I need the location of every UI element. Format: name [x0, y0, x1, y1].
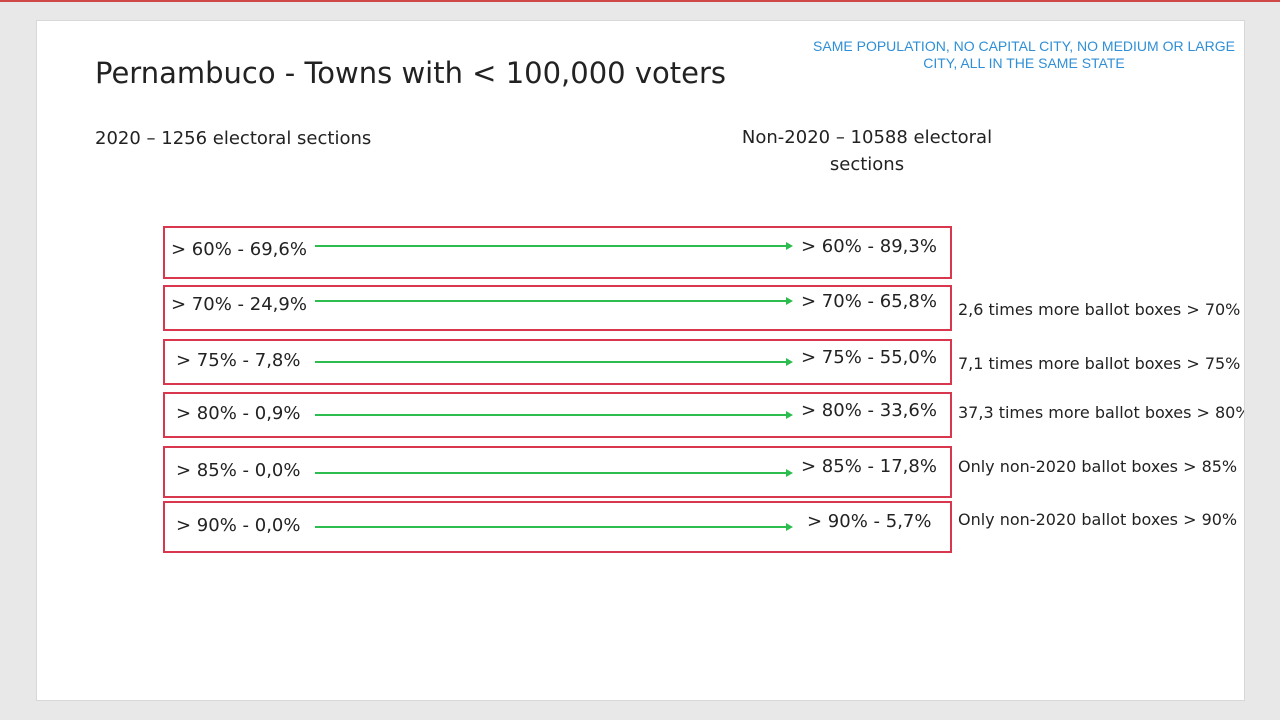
slide: Pernambuco - Towns with < 100,000 voters…	[36, 20, 1245, 701]
comparison-row: > 90% - 0,0% > 90% - 5,7%	[163, 501, 952, 553]
arrow	[315, 523, 793, 531]
arrow	[315, 469, 793, 477]
comparison-row: > 75% - 7,8% > 75% - 55,0%	[163, 339, 952, 385]
row-note: 37,3 times more ballot boxes > 80%	[958, 403, 1244, 422]
slide-note: SAME POPULATION, NO CAPITAL CITY, NO MED…	[813, 38, 1235, 71]
row-left-value: > 90% - 0,0%	[176, 515, 301, 536]
row-right-value: > 80% - 33,6%	[801, 400, 937, 421]
row-right-value: > 75% - 55,0%	[801, 347, 937, 368]
row-note: Only non-2020 ballot boxes > 85%	[958, 457, 1238, 476]
row-left-value: > 85% - 0,0%	[176, 460, 301, 481]
row-left-value: > 80% - 0,9%	[176, 403, 301, 424]
row-note: 2,6 times more ballot boxes > 70%	[958, 300, 1241, 319]
comparison-row: > 60% - 69,6% > 60% - 89,3%	[163, 226, 952, 279]
row-note: Only non-2020 ballot boxes > 90%	[958, 510, 1238, 529]
row-left-value: > 70% - 24,9%	[171, 294, 307, 315]
row-right-value: > 90% - 5,7%	[807, 511, 932, 532]
row-right-value: > 85% - 17,8%	[801, 456, 937, 477]
row-note: 7,1 times more ballot boxes > 75%	[958, 354, 1241, 373]
comparison-row: > 70% - 24,9% > 70% - 65,8%	[163, 285, 952, 331]
arrow	[315, 358, 793, 366]
comparison-row: > 80% - 0,9% > 80% - 33,6%	[163, 392, 952, 438]
row-right-value: > 70% - 65,8%	[801, 291, 937, 312]
row-right-value: > 60% - 89,3%	[801, 236, 937, 257]
slide-title: Pernambuco - Towns with < 100,000 voters	[95, 56, 726, 90]
arrow	[315, 411, 793, 419]
row-left-value: > 75% - 7,8%	[176, 350, 301, 371]
comparison-row: > 85% - 0,0% > 85% - 17,8%	[163, 446, 952, 498]
left-heading: 2020 – 1256 electoral sections	[95, 128, 372, 149]
top-rule	[0, 0, 1280, 2]
right-heading: Non-2020 – 10588 electoral sections	[741, 127, 993, 175]
row-left-value: > 60% - 69,6%	[171, 239, 307, 260]
arrow	[315, 242, 793, 250]
arrow	[315, 297, 793, 305]
